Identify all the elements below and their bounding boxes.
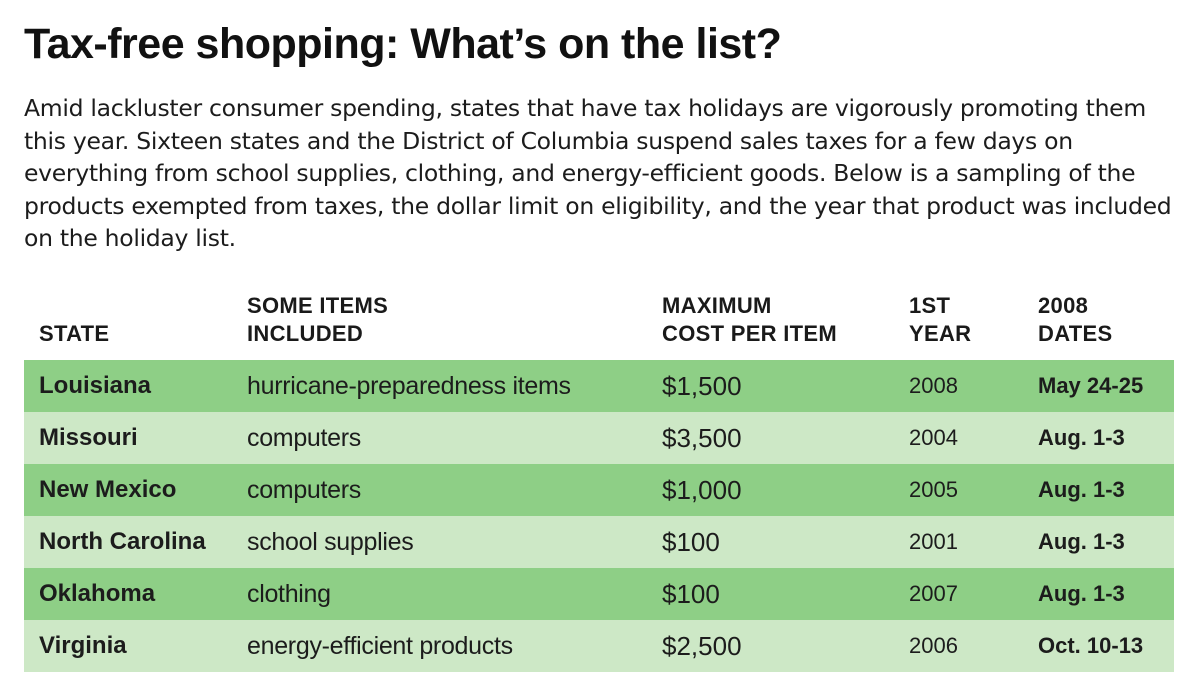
cell-dates: Aug. 1-3 xyxy=(1038,581,1125,606)
intro-paragraph: Amid lackluster consumer spending, state… xyxy=(24,94,1172,252)
cell-state: North Carolina xyxy=(39,528,206,555)
column-header-first-year: 1ST YEAR xyxy=(909,293,972,346)
cell-dates: Oct. 10-13 xyxy=(1038,633,1144,658)
table-header-row: STATE SOME ITEMS INCLUDED MAXIMUM COST P… xyxy=(24,292,1174,360)
column-header-state: STATE xyxy=(39,321,110,346)
cell-first-year: 2004 xyxy=(909,425,958,450)
cell-state: Oklahoma xyxy=(39,580,156,607)
cell-first-year: 2006 xyxy=(909,633,958,658)
cell-state: Louisiana xyxy=(39,372,152,399)
cell-items: hurricane-preparedness items xyxy=(247,371,571,400)
tax-holiday-table: STATE SOME ITEMS INCLUDED MAXIMUM COST P… xyxy=(24,292,1174,672)
cell-first-year: 2005 xyxy=(909,477,958,502)
cell-max-cost: $100 xyxy=(662,578,720,609)
cell-max-cost: $1,000 xyxy=(662,474,742,505)
cell-dates: Aug. 1-3 xyxy=(1038,477,1125,502)
cell-dates: Aug. 1-3 xyxy=(1038,425,1125,450)
cell-first-year: 2008 xyxy=(909,373,958,398)
column-header-max-cost: MAXIMUM COST PER ITEM xyxy=(662,293,838,346)
cell-state: Missouri xyxy=(39,424,138,451)
table-row: Virginia energy-efficient products $2,500 2… xyxy=(24,620,1174,672)
cell-items: clothing xyxy=(247,579,331,608)
table-row: Oklahoma clothing $100 2007 Aug. 1-3 xyxy=(24,568,1174,620)
cell-max-cost: $2,500 xyxy=(662,630,742,661)
column-header-dates: 2008 DATES xyxy=(1038,293,1113,346)
table-row: New Mexico computers $1,000 2005 Aug. 1-3 xyxy=(24,464,1174,516)
table-body: Louisiana hurricane-preparedness items $1,… xyxy=(24,360,1174,672)
data-table: STATE SOME ITEMS INCLUDED MAXIMUM COST P… xyxy=(24,292,1174,672)
table-row: Louisiana hurricane-preparedness items $1,… xyxy=(24,360,1174,412)
cell-max-cost: $1,500 xyxy=(662,370,742,401)
cell-max-cost: $3,500 xyxy=(662,422,742,453)
cell-state: Virginia xyxy=(39,632,127,659)
cell-first-year: 2001 xyxy=(909,529,958,554)
table-row: North Carolina school supplies $100 2001 Aug… xyxy=(24,516,1174,568)
cell-max-cost: $100 xyxy=(662,526,720,557)
cell-items: computers xyxy=(247,423,362,452)
column-header-items: SOME ITEMS INCLUDED xyxy=(247,293,389,346)
page-title: Tax-free shopping: What’s on the list? xyxy=(24,20,782,68)
cell-state: New Mexico xyxy=(39,476,177,503)
table-row: Missouri computers $3,500 2004 Aug. 1-3 xyxy=(24,412,1174,464)
cell-first-year: 2007 xyxy=(909,581,958,606)
cell-items: energy-efficient products xyxy=(247,631,513,660)
cell-items: school supplies xyxy=(247,527,414,556)
cell-dates: May 24-25 xyxy=(1038,373,1144,398)
cell-items: computers xyxy=(247,475,362,504)
cell-dates: Aug. 1-3 xyxy=(1038,529,1125,554)
